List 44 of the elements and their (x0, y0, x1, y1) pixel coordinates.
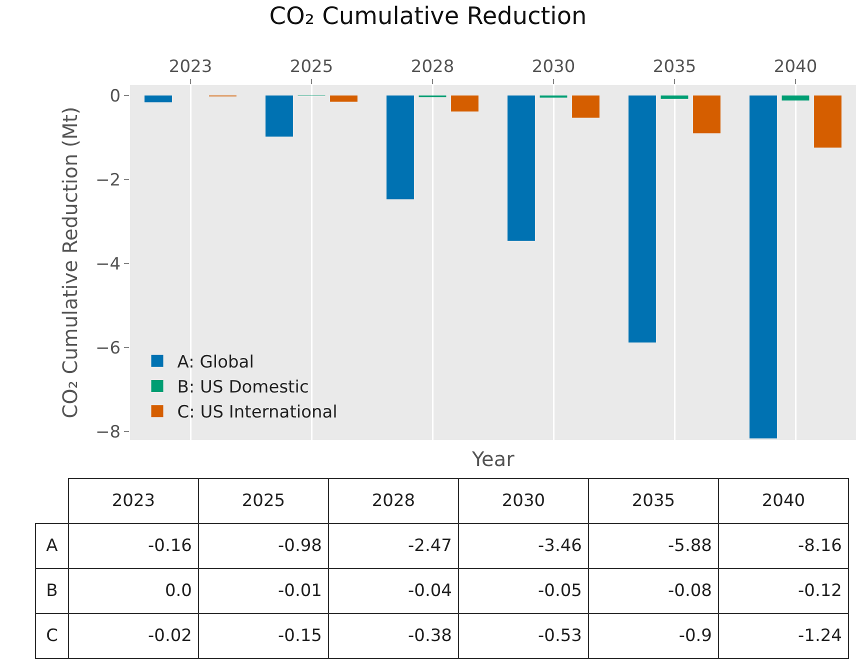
y-tick-label: −6 (96, 338, 121, 359)
y-axis-title: CO₂ Cumulative Reduction (Mt) (58, 106, 82, 418)
data-label: -2.47 (328, 524, 458, 568)
category-label: 2040 (762, 491, 806, 511)
data-label: -0.01 (198, 568, 328, 614)
x-tick-label: 2030 (532, 57, 576, 78)
category-label: 2028 (372, 491, 416, 511)
text: C (36, 614, 68, 658)
text: B (36, 568, 68, 614)
data-label: -0.38 (328, 614, 458, 658)
data-label: -0.9 (588, 614, 718, 658)
text: A (36, 524, 68, 568)
legend-label: A: Global (177, 352, 254, 373)
chart-title: CO₂ Cumulative Reduction (269, 2, 587, 30)
x-tick-label: 2035 (652, 57, 696, 78)
data-label: -1.24 (718, 614, 848, 658)
x-tick-label: 2025 (290, 57, 334, 78)
data-label: -0.53 (458, 614, 588, 658)
x-tick-label: 2028 (410, 57, 454, 78)
legend-label: C: US International (177, 402, 338, 423)
x-tick-label: 2040 (774, 57, 818, 78)
data-label: -3.46 (458, 524, 588, 568)
x-tick-label: 2023 (168, 57, 212, 78)
data-label: -8.16 (718, 524, 848, 568)
category-label: 2023 (112, 491, 156, 511)
category-label: 2025 (242, 491, 286, 511)
y-tick-label: 0 (110, 86, 121, 106)
data-label: -0.02 (68, 614, 198, 658)
data-label: -0.98 (198, 524, 328, 568)
x-axis-title: Year (471, 447, 516, 471)
data-label: -0.15 (198, 614, 328, 658)
legend-label: B: US Domestic (177, 378, 309, 398)
data-label: -0.12 (718, 568, 848, 614)
category-label: 2035 (632, 491, 676, 511)
data-label: -0.04 (328, 568, 458, 614)
data-label: -5.88 (588, 524, 718, 568)
category-label: 2030 (502, 491, 546, 511)
y-tick-label: −4 (96, 254, 121, 274)
y-tick-label: −2 (96, 170, 121, 190)
y-tick-label: −8 (96, 422, 121, 443)
data-label: -0.05 (458, 568, 588, 614)
data-label: -0.16 (68, 524, 198, 568)
data-label: -0.08 (588, 568, 718, 614)
data-label: 0.0 (68, 568, 198, 614)
